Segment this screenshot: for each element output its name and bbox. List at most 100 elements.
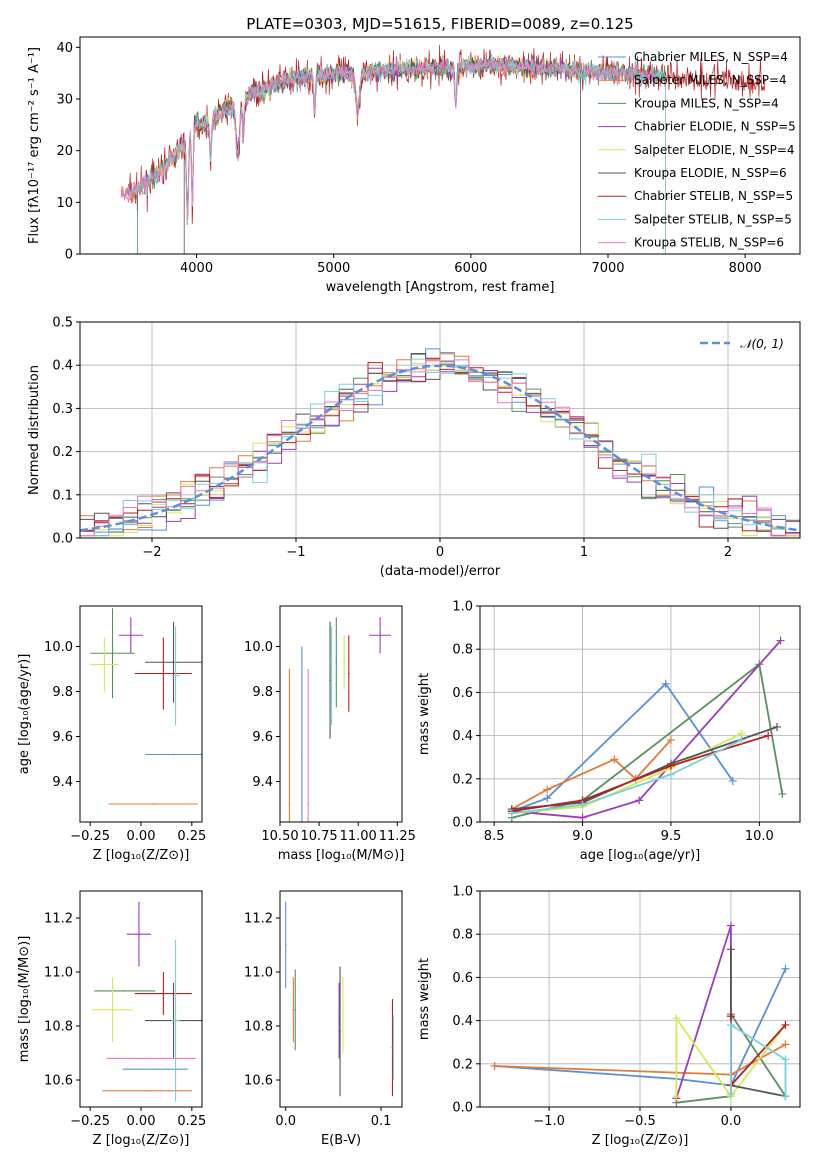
weight-marker	[490, 1061, 499, 1070]
spectrum-line	[155, 56, 581, 217]
x-tick-label: 0.0	[275, 1114, 296, 1129]
x-tick-label: 0.25	[177, 829, 206, 844]
y-tick-label: 0.6	[452, 971, 473, 986]
weight-marker	[661, 679, 670, 688]
weight-marker	[764, 731, 773, 740]
x-axis-label: Z [log₁₀(Z/Z⊙)]	[592, 1133, 689, 1148]
axes-frame	[79, 36, 801, 255]
x-tick-label: 0.00	[127, 829, 156, 844]
data-point	[111, 1009, 114, 1011]
x-tick-label: 11.25	[379, 829, 416, 844]
weight-line	[511, 640, 782, 819]
y-tick-label: 1.0	[452, 600, 473, 615]
weight-marker	[726, 1090, 735, 1099]
x-tick-label: 10.0	[745, 829, 774, 844]
x-tick-label: 1	[580, 545, 588, 560]
y-tick-label: 0.0	[52, 532, 73, 547]
weight-line	[730, 949, 786, 1098]
y-tick-label: 9.6	[252, 730, 273, 745]
x-tick-label: −2	[142, 545, 161, 560]
weight-marker	[666, 770, 675, 779]
histogram-step	[80, 357, 800, 536]
y-tick-label: 11.2	[44, 912, 73, 927]
x-tick-label: 10.75	[300, 829, 337, 844]
weight-marker	[635, 796, 644, 805]
weight-marker	[728, 776, 737, 785]
weight-marker	[666, 735, 675, 744]
y-axis-label: Normed distribution	[27, 365, 42, 495]
x-axis-label: wavelength [Angstrom, rest frame]	[326, 280, 555, 295]
y-tick-label: 0	[65, 248, 73, 263]
legend-label: Salpeter STELIB, N_SSP=5	[634, 212, 792, 226]
data-point	[292, 1009, 295, 1011]
y-tick-label: 11.0	[244, 966, 273, 981]
y-tick-label: 10.0	[44, 640, 73, 655]
x-tick-label: 0	[436, 545, 444, 560]
spectrum-line	[182, 55, 581, 254]
panel-age-vs-mass: 10.50 10.75 11.00 11.25 9.4 9.6 9.8 10.0 mass [l…	[244, 605, 416, 863]
x-axis-label: age [log₁₀(age/yr)]	[580, 848, 701, 863]
weight-line	[511, 682, 734, 813]
weight-marker	[666, 761, 675, 770]
weight-line	[730, 1023, 787, 1097]
legend-label: Kroupa MILES, N_SSP=4	[634, 96, 779, 110]
y-tick-label: 10.6	[244, 1074, 273, 1089]
weight-marker	[672, 1014, 681, 1023]
data-point	[174, 1019, 177, 1022]
data-point	[103, 663, 106, 666]
data-point	[130, 634, 132, 637]
weight-marker	[726, 1020, 735, 1029]
legend-label: Chabrier ELODIE, N_SSP=5	[634, 120, 796, 134]
plot-area	[90, 608, 202, 805]
plot-area	[120, 44, 766, 254]
weight-marker	[507, 809, 516, 818]
y-tick-label: 10	[56, 196, 73, 211]
y-tick-label: 10.8	[244, 1020, 273, 1035]
data-point	[348, 672, 350, 675]
x-tick-label: 6000	[454, 261, 487, 276]
weight-marker	[610, 755, 619, 764]
x-tick-label: 5000	[317, 261, 350, 276]
data-point	[339, 1030, 341, 1033]
axes-frame	[279, 605, 403, 823]
y-tick-label: 0.8	[452, 643, 473, 658]
y-tick-label: 0.4	[452, 1014, 473, 1029]
data-point	[152, 803, 154, 805]
y-tick-label: 10.0	[244, 640, 273, 655]
weight-marker	[726, 921, 735, 930]
data-point	[342, 1014, 344, 1016]
y-tick-label: 0.4	[452, 729, 473, 744]
x-tick-label: −0.25	[70, 1114, 110, 1129]
legend-label: Chabrier STELIB, N_SSP=5	[634, 189, 793, 203]
panel-residuals: −2 −1 0 1 2 0.0 0.1 0.2 0.3 0.4 0.5 (data-model)/er…	[27, 316, 801, 579]
weight-marker	[543, 794, 552, 803]
y-tick-label: 1.0	[452, 885, 473, 900]
y-axis-label: Flux [fλ10⁻¹⁷ erg cm⁻² s⁻¹ A⁻¹]	[27, 47, 42, 244]
plot-area	[80, 322, 800, 538]
x-axis-label: Z [log₁₀(Z/Z⊙)]	[93, 1133, 190, 1148]
data-point	[335, 661, 338, 664]
y-axis-label: age [log₁₀(age/yr)]	[17, 654, 32, 775]
legend-label: Salpeter MILES, N_SSP=4	[634, 73, 787, 87]
legend-label: Salpeter ELODIE, N_SSP=4	[634, 143, 795, 157]
weight-marker	[778, 789, 787, 798]
y-tick-label: 9.6	[52, 730, 73, 745]
data-point	[172, 753, 175, 756]
x-tick-label: 0.00	[127, 1114, 156, 1129]
weight-marker	[781, 1092, 790, 1101]
plot-area	[480, 606, 800, 822]
x-tick-label: 9.0	[572, 829, 593, 844]
data-point	[162, 672, 165, 675]
panel-mass-vs-ebv: 0.0 0.1 10.6 10.8 11.0 11.2 E(B-V)	[244, 890, 403, 1148]
data-point	[343, 661, 345, 664]
y-tick-label: 10.8	[44, 1020, 73, 1035]
legend-label: Kroupa STELIB, N_SSP=6	[634, 236, 784, 250]
x-tick-label: 0.0	[721, 1114, 742, 1129]
weight-marker	[578, 813, 587, 822]
weight-marker	[773, 722, 782, 731]
data-point	[162, 992, 165, 995]
y-tick-label: 11.2	[244, 912, 273, 927]
weight-line	[494, 968, 787, 1087]
axes-frame	[279, 890, 403, 1108]
